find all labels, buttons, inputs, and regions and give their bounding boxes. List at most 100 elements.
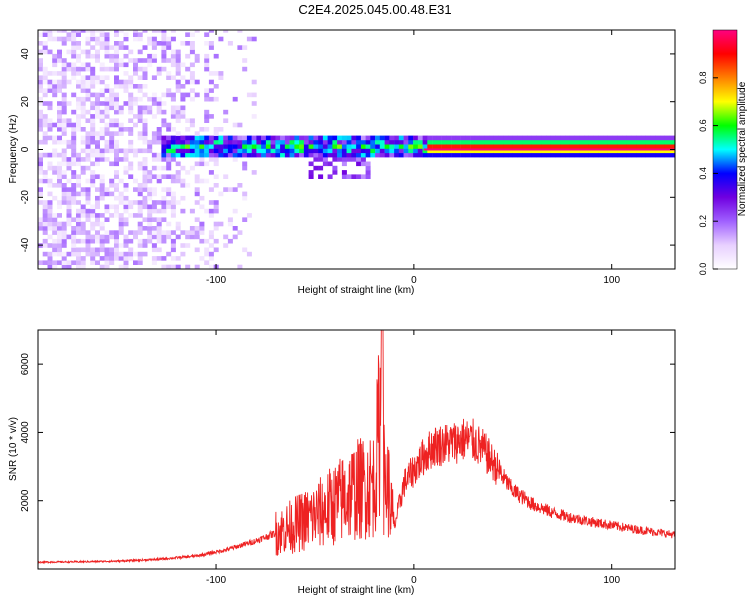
heatmap-cell bbox=[626, 152, 632, 158]
heatmap-cell bbox=[90, 53, 96, 59]
snr-plot-area bbox=[38, 330, 675, 565]
heatmap-cell bbox=[99, 221, 105, 227]
heatmap-cell bbox=[90, 79, 96, 85]
heatmap-cell bbox=[645, 139, 651, 145]
heatmap-cell bbox=[204, 135, 210, 141]
heatmap-cell bbox=[356, 144, 362, 149]
heatmap-cell bbox=[199, 230, 205, 235]
heatmap-cell bbox=[541, 135, 547, 141]
heatmap-cell bbox=[189, 152, 195, 158]
heatmap-cell bbox=[137, 165, 143, 171]
heatmap-cell bbox=[313, 135, 319, 141]
heatmap-cell bbox=[66, 157, 72, 162]
heatmap-cell bbox=[42, 217, 48, 222]
heatmap-cell bbox=[85, 148, 91, 154]
heatmap-cell bbox=[61, 58, 67, 63]
heatmap-cell bbox=[52, 217, 58, 222]
heatmap-cell bbox=[180, 178, 186, 184]
spectrogram-y-axis-label: Frequency (Hz) bbox=[8, 115, 19, 184]
heatmap-cell bbox=[645, 148, 651, 154]
heatmap-cell bbox=[109, 96, 115, 102]
heatmap-cell bbox=[42, 226, 48, 231]
heatmap-cell bbox=[128, 256, 134, 261]
heatmap-cell bbox=[118, 30, 124, 33]
heatmap-cell bbox=[470, 148, 476, 154]
heatmap-cell bbox=[47, 88, 53, 93]
heatmap-cell bbox=[332, 135, 338, 141]
heatmap-cell bbox=[180, 135, 186, 141]
heatmap-cell bbox=[299, 135, 305, 141]
heatmap-cell bbox=[166, 127, 172, 132]
heatmap-cell bbox=[208, 170, 214, 175]
heatmap-cell bbox=[185, 264, 191, 269]
heatmap-cell bbox=[47, 200, 53, 205]
heatmap-cell bbox=[546, 148, 551, 154]
heatmap-cell bbox=[598, 152, 604, 158]
heatmap-cell bbox=[66, 213, 72, 218]
heatmap-cell bbox=[76, 41, 81, 46]
heatmap-cell bbox=[71, 195, 77, 201]
heatmap-cell bbox=[284, 144, 290, 149]
heatmap-cell bbox=[664, 139, 670, 145]
heatmap-cell bbox=[71, 139, 77, 145]
heatmap-cell bbox=[76, 122, 81, 128]
heatmap-cell bbox=[626, 139, 632, 145]
heatmap-cell bbox=[38, 84, 43, 89]
heatmap-cell bbox=[137, 105, 143, 111]
colorbar-ticks: 0.00.20.40.60.8 bbox=[698, 72, 718, 275]
heatmap-cell bbox=[118, 41, 124, 46]
heatmap-cell bbox=[237, 135, 243, 141]
heatmap-cell bbox=[246, 144, 252, 149]
heatmap-cell bbox=[76, 191, 81, 197]
heatmap-cell bbox=[341, 170, 347, 175]
heatmap-cell bbox=[118, 221, 124, 227]
heatmap-cell bbox=[76, 84, 81, 89]
heatmap-cell bbox=[118, 127, 124, 132]
heatmap-cell bbox=[114, 170, 119, 175]
heatmap-cell bbox=[71, 243, 77, 248]
heatmap-cell bbox=[303, 144, 309, 149]
heatmap-cell bbox=[118, 213, 124, 218]
heatmap-cell bbox=[161, 66, 167, 72]
heatmap-cell bbox=[76, 256, 81, 261]
heatmap-cell bbox=[90, 114, 96, 119]
heatmap-cell bbox=[166, 135, 172, 141]
colorbar: 0.00.20.40.60.8 Normalized spectral ampl… bbox=[698, 29, 748, 275]
heatmap-cell bbox=[213, 71, 219, 76]
heatmap-cell bbox=[137, 213, 143, 218]
heatmap-cell bbox=[664, 148, 670, 154]
heatmap-cell bbox=[80, 75, 86, 80]
heatmap-cell bbox=[52, 243, 58, 248]
heatmap-cell bbox=[588, 148, 594, 154]
heatmap-cell bbox=[137, 109, 143, 115]
heatmap-cell bbox=[218, 75, 224, 80]
heatmap-cell bbox=[166, 264, 172, 269]
heatmap-cell bbox=[280, 139, 286, 145]
heatmap-cell bbox=[104, 88, 110, 93]
heatmap-cell bbox=[128, 118, 134, 123]
heatmap-cell bbox=[641, 148, 646, 154]
heatmap-cell bbox=[403, 144, 409, 149]
heatmap-cell bbox=[95, 109, 100, 115]
heatmap-cell bbox=[128, 148, 134, 154]
heatmap-cell bbox=[242, 135, 248, 141]
heatmap-cell bbox=[151, 200, 157, 205]
heatmap-cell bbox=[114, 84, 119, 89]
heatmap-cell bbox=[194, 217, 200, 222]
heatmap-cell bbox=[114, 122, 119, 128]
heatmap-cell bbox=[71, 53, 77, 59]
heatmap-cell bbox=[114, 247, 119, 253]
heatmap-cell bbox=[432, 135, 438, 141]
heatmap-cell bbox=[118, 131, 124, 136]
heatmap-cell bbox=[322, 148, 328, 154]
heatmap-cell bbox=[337, 152, 343, 158]
heatmap-cell bbox=[137, 135, 143, 141]
heatmap-cell bbox=[57, 122, 62, 128]
heatmap-cell bbox=[194, 53, 200, 59]
heatmap-cell bbox=[517, 152, 523, 158]
heatmap-cell bbox=[655, 148, 661, 154]
heatmap-cell bbox=[156, 234, 162, 240]
heatmap-cell bbox=[508, 144, 513, 149]
heatmap-cell bbox=[189, 208, 195, 214]
heatmap-cell bbox=[303, 139, 309, 145]
